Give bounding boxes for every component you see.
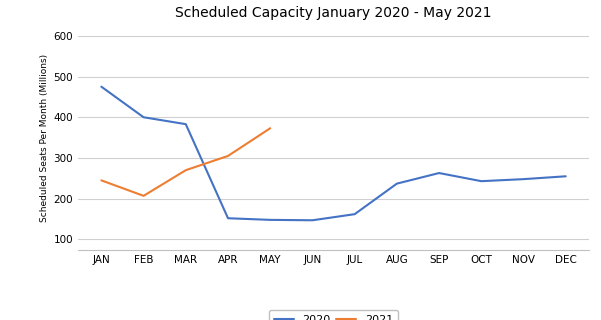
2020 <box>351 212 358 216</box>
2021 <box>267 126 274 130</box>
Line: 2020: 2020 <box>102 87 566 220</box>
Line: 2021: 2021 <box>102 128 270 196</box>
2020 <box>520 177 527 181</box>
2020 <box>478 179 485 183</box>
2021 <box>224 154 231 158</box>
2021 <box>182 168 189 172</box>
Title: Scheduled Capacity January 2020 - May 2021: Scheduled Capacity January 2020 - May 20… <box>175 6 492 20</box>
2021 <box>98 179 105 182</box>
2020 <box>309 218 316 222</box>
2020 <box>267 218 274 222</box>
2021 <box>140 194 147 198</box>
2020 <box>393 182 400 186</box>
2020 <box>140 115 147 119</box>
Y-axis label: Scheduled Seats Per Month (Millions): Scheduled Seats Per Month (Millions) <box>40 53 49 222</box>
2020 <box>562 174 569 178</box>
2020 <box>224 216 231 220</box>
2020 <box>436 171 443 175</box>
2020 <box>98 85 105 89</box>
2020 <box>182 122 189 126</box>
Legend: 2020, 2021: 2020, 2021 <box>269 310 398 320</box>
